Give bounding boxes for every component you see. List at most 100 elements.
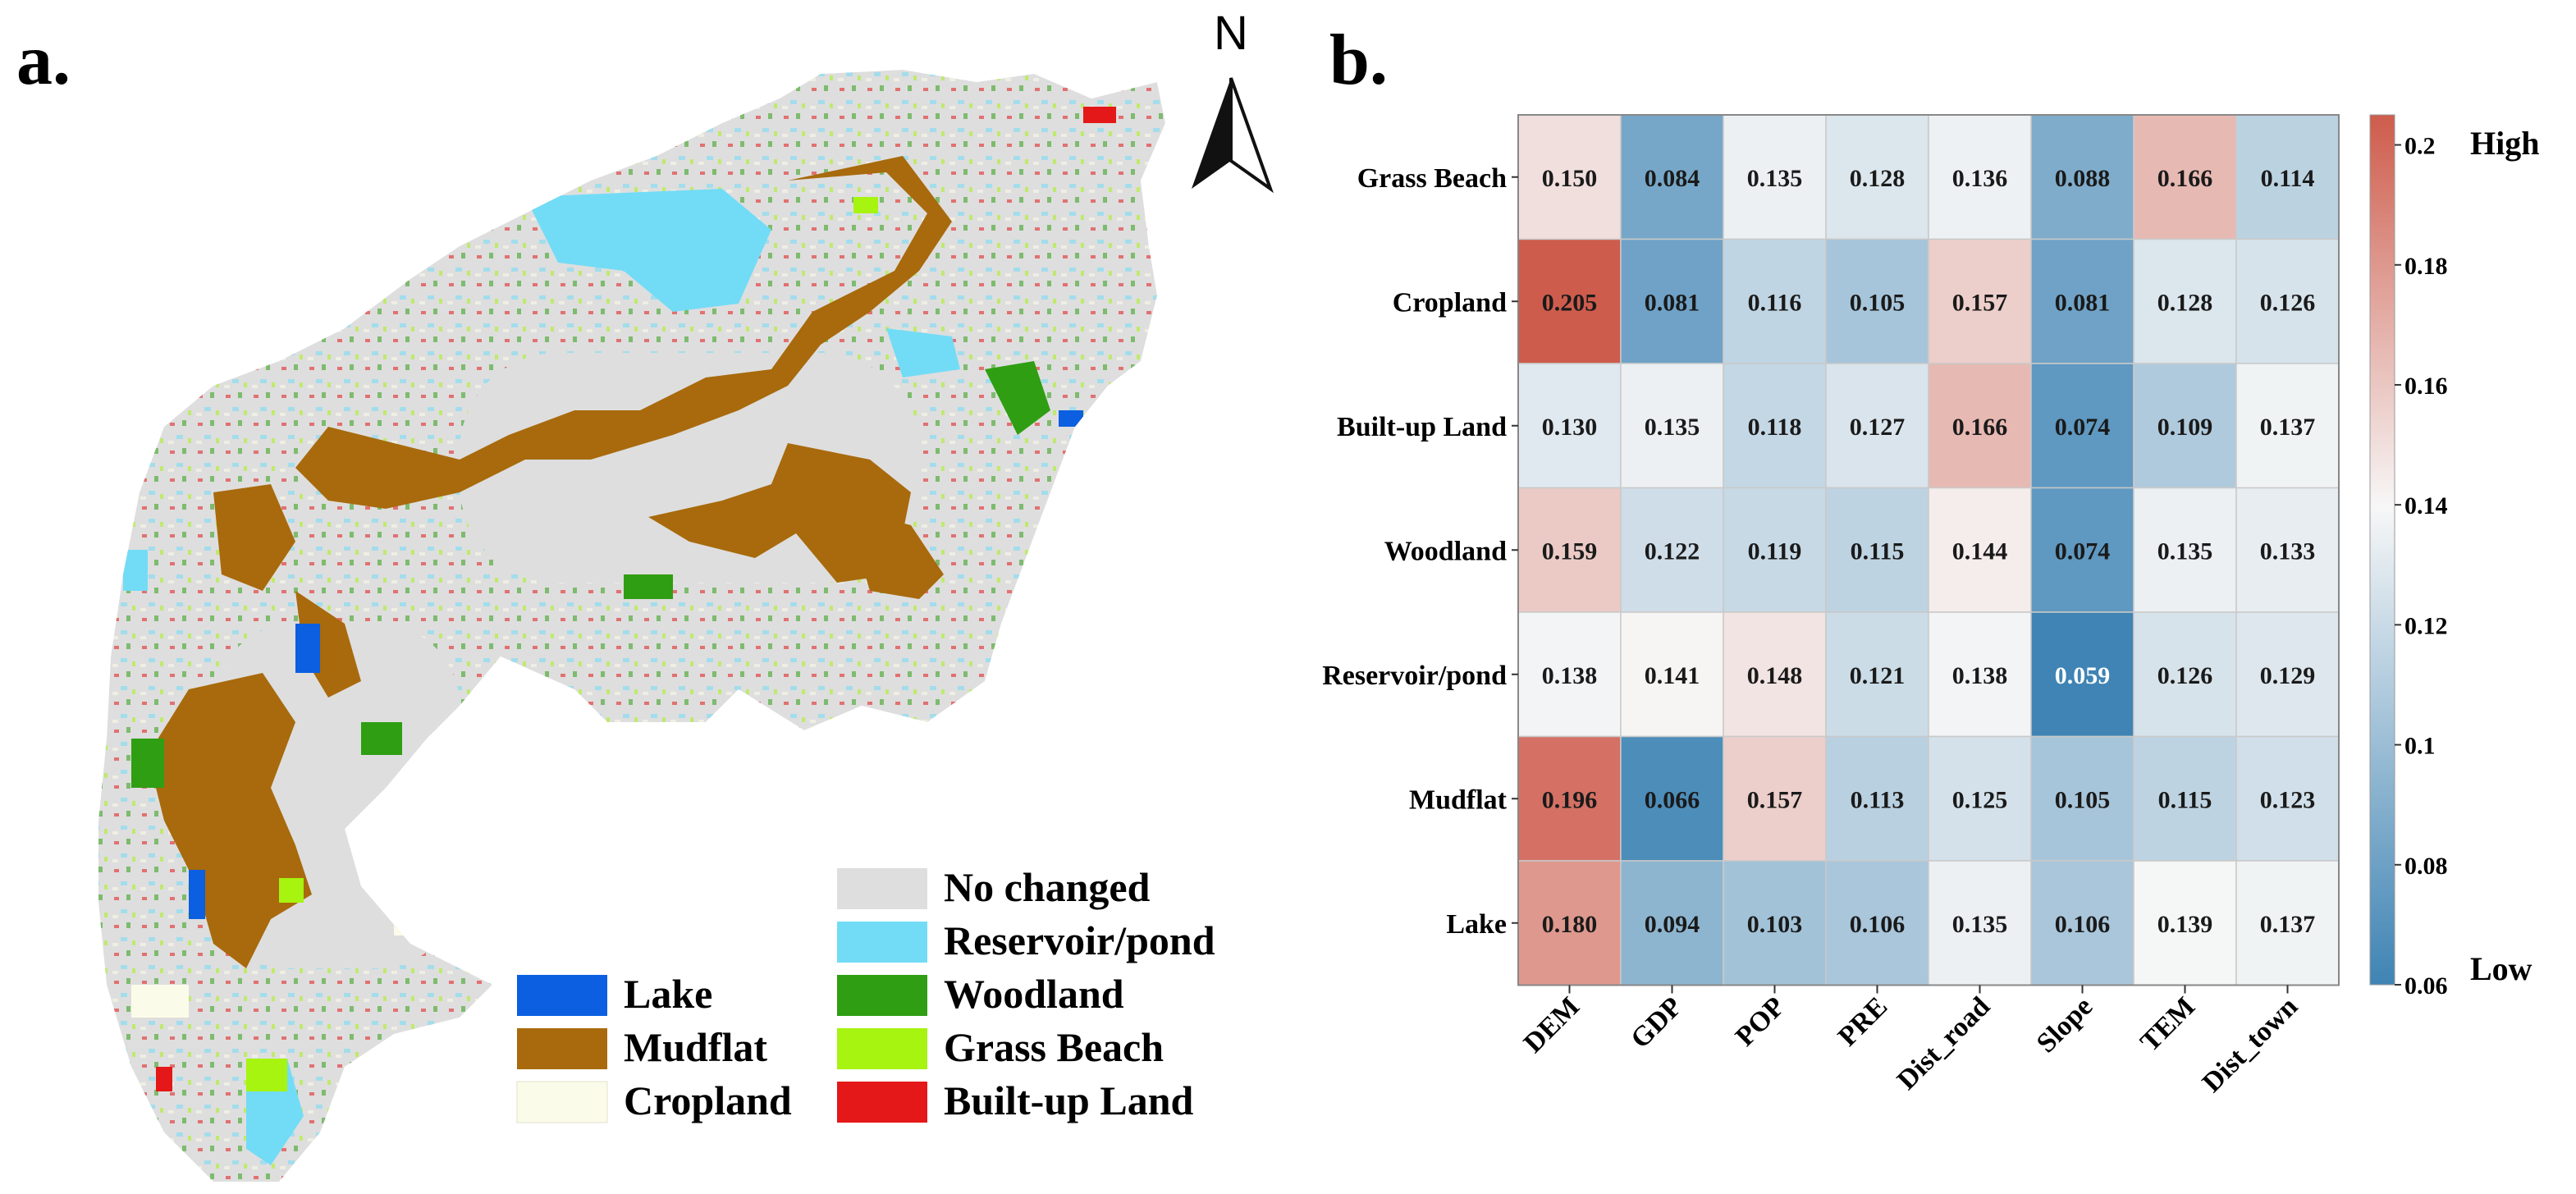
colorbar-tick-label: 0.2 [2404, 133, 2436, 160]
heatmap-cell [1517, 487, 1622, 613]
heatmap-cell [2235, 611, 2340, 738]
cell-value-label: 0.135 [1952, 911, 2008, 938]
heatmap-cell [1928, 114, 2032, 240]
heatmap-cell [1928, 487, 2032, 613]
row-label-woodland: Woodland [1384, 536, 1507, 566]
heatmap-cell [2235, 735, 2340, 862]
heatmap-cell [1517, 735, 1622, 862]
colorbar-tick-label: 0.12 [2404, 612, 2448, 639]
map-region-reservoir-pond [886, 328, 960, 377]
heatmap-cell [2030, 487, 2134, 613]
cell-value-label: 0.139 [2157, 911, 2213, 938]
cell-value-label: 0.180 [1542, 911, 1598, 938]
row-label-mudflat: Mudflat [1409, 785, 1508, 815]
cell-value-label: 0.148 [1747, 662, 1803, 689]
map-region-mudflat [295, 591, 361, 698]
map-region-woodland [131, 739, 164, 788]
column-label-pre: PRE [1832, 991, 1893, 1052]
cell-value-label: 0.114 [2261, 165, 2315, 192]
legend-label-woodland: Woodland [944, 971, 1124, 1017]
map-region-grass-beach [853, 197, 878, 213]
heatmap-cell [2235, 238, 2340, 364]
heatmap-cell [1517, 611, 1622, 738]
map-region-built-up-land [156, 1067, 172, 1091]
column-label-tem: TEM [2134, 991, 2201, 1058]
cell-value-label: 0.115 [2158, 786, 2212, 813]
heatmap-cell [1620, 735, 1724, 862]
colorbar-low-label: Low [2470, 950, 2533, 987]
heatmap-cell [2030, 238, 2134, 364]
cell-value-label: 0.119 [1748, 538, 1802, 565]
cell-value-label: 0.157 [1747, 786, 1803, 813]
cell-value-label: 0.103 [1747, 911, 1803, 938]
heatmap-cell [2235, 860, 2340, 986]
map-region-reservoir-pond [525, 189, 771, 312]
heatmap-cell [1620, 860, 1724, 986]
cell-value-label: 0.205 [1542, 289, 1598, 316]
cell-value-label: 0.138 [1952, 662, 2008, 689]
colorbar-gradient [2369, 114, 2395, 986]
map-region-reservoir-pond [123, 550, 148, 591]
cell-value-label: 0.105 [2055, 786, 2111, 813]
heatmap-cell [1620, 487, 1724, 613]
cell-value-label: 0.159 [1542, 538, 1598, 565]
colorbar-tick-label: 0.06 [2404, 972, 2448, 1000]
map-region-woodland [361, 722, 402, 755]
map-region-grass-beach [279, 878, 304, 903]
heatmap-cell [1928, 611, 2032, 738]
row-label-cropland: Cropland [1393, 287, 1507, 318]
colorbar-tick-label: 0.14 [2404, 492, 2448, 519]
cell-value-label: 0.074 [2055, 414, 2111, 441]
legend-label-lake: Lake [624, 971, 712, 1017]
cell-value-label: 0.166 [2157, 165, 2213, 192]
cell-value-label: 0.137 [2260, 911, 2316, 938]
cell-value-label: 0.126 [2157, 662, 2213, 689]
legend-swatch-reservoir-pond [837, 922, 927, 963]
map-region-mudflat [845, 509, 944, 599]
map-region-cropland [131, 985, 189, 1018]
legend-label-cropland: Cropland [624, 1077, 792, 1123]
row-label-grass-beach: Grass Beach [1357, 163, 1507, 194]
legend-label-built-up-land: Built-up Land [944, 1077, 1194, 1123]
cell-value-label: 0.122 [1645, 538, 1700, 565]
colorbar-tick-label: 0.18 [2404, 253, 2448, 280]
cell-value-label: 0.135 [2157, 538, 2213, 565]
cell-value-label: 0.121 [1850, 662, 1906, 689]
heatmap-cell [2030, 611, 2134, 738]
map-region-mudflat [213, 484, 295, 591]
cell-value-label: 0.128 [2157, 289, 2213, 316]
heatmap-cell [1723, 238, 1827, 364]
cell-value-label: 0.116 [1748, 289, 1802, 316]
colorbar-tick-label: 0.08 [2404, 853, 2448, 880]
map-region-built-up-land [111, 542, 121, 566]
cell-value-label: 0.126 [2260, 289, 2316, 316]
cell-value-label: 0.157 [1952, 289, 2008, 316]
row-label-reservoir-pond: Reservoir/pond [1322, 661, 1507, 691]
heatmap-cell [1928, 363, 2032, 489]
north-arrow: N [1192, 7, 1274, 194]
cell-value-label: 0.138 [1542, 662, 1598, 689]
column-label-gdp: GDP [1625, 991, 1688, 1054]
map-region-cropland [394, 903, 443, 936]
heatmap-cell [1517, 114, 1622, 240]
cell-value-label: 0.125 [1952, 786, 2008, 813]
heatmap-cell [2133, 363, 2237, 489]
cell-value-label: 0.106 [1850, 911, 1906, 938]
colorbar-tick-label: 0.16 [2404, 373, 2448, 400]
legend-label-reservoir-pond: Reservoir/pond [944, 917, 1215, 963]
cell-value-label: 0.123 [2260, 786, 2316, 813]
column-label-slope: Slope [2031, 991, 2098, 1059]
heatmap-cell [2133, 238, 2237, 364]
heatmap-cell [1723, 735, 1827, 862]
heatmap-cell [1825, 487, 1929, 613]
cell-value-label: 0.094 [1645, 911, 1700, 938]
legend-swatch-lake [517, 975, 607, 1016]
cell-value-label: 0.137 [2260, 414, 2316, 441]
heatmap-cell [2133, 487, 2237, 613]
column-label-dem: DEM [1518, 991, 1585, 1059]
colorbar: 0.06 0.08 0.1 0.12 0.14 0.16 0.18 0.2 High Low [2369, 114, 2539, 1000]
map-region-built-up-land [1083, 107, 1116, 123]
cell-value-label: 0.105 [1850, 289, 1906, 316]
map-region-mudflat [648, 443, 911, 583]
